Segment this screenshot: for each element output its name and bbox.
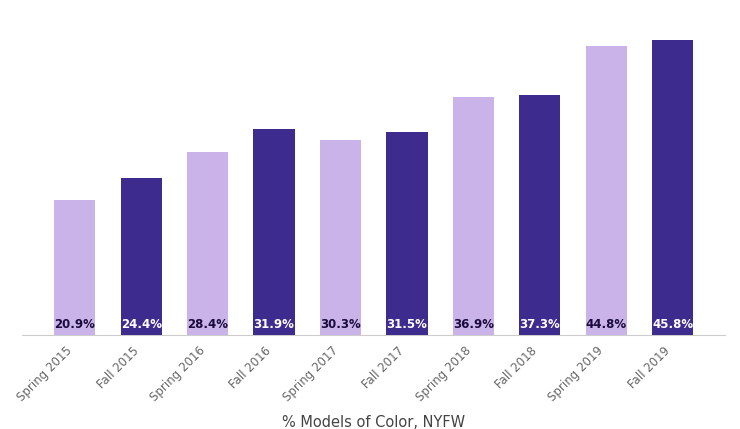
Text: 31.5%: 31.5% [386, 318, 428, 331]
Text: 45.8%: 45.8% [652, 318, 693, 331]
Bar [386, 132, 428, 335]
Text: 24.4%: 24.4% [121, 318, 161, 331]
Bar [121, 178, 162, 335]
Bar [652, 40, 693, 335]
Text: 20.9%: 20.9% [54, 318, 95, 331]
X-axis label: % Models of Color, NYFW: % Models of Color, NYFW [282, 415, 465, 429]
Bar [54, 200, 95, 335]
Bar [585, 46, 627, 335]
Text: 37.3%: 37.3% [519, 318, 560, 331]
Text: 44.8%: 44.8% [585, 318, 627, 331]
Bar [453, 97, 494, 335]
Text: 28.4%: 28.4% [187, 318, 228, 331]
Bar [519, 95, 560, 335]
Text: 31.9%: 31.9% [254, 318, 295, 331]
Text: 30.3%: 30.3% [320, 318, 361, 331]
Bar [254, 130, 295, 335]
Bar [320, 140, 361, 335]
Text: 36.9%: 36.9% [453, 318, 494, 331]
Bar [187, 152, 228, 335]
